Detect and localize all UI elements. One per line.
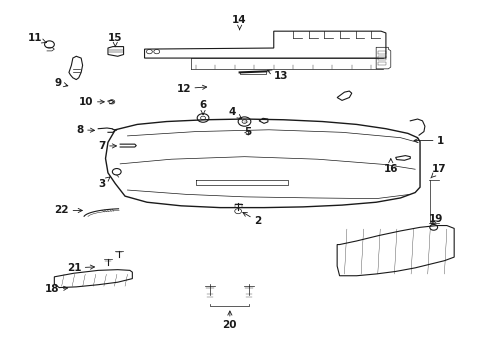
- Text: 20: 20: [222, 311, 237, 330]
- Text: 8: 8: [76, 125, 94, 135]
- Text: 11: 11: [28, 33, 46, 43]
- Text: 1: 1: [413, 136, 444, 145]
- Text: 13: 13: [267, 70, 287, 81]
- Text: 15: 15: [108, 33, 122, 46]
- Text: 16: 16: [383, 159, 397, 174]
- Text: 17: 17: [430, 164, 446, 178]
- Text: 6: 6: [199, 100, 206, 114]
- Text: 21: 21: [66, 263, 94, 273]
- Text: 4: 4: [228, 107, 241, 119]
- Text: 14: 14: [232, 15, 246, 30]
- Text: 22: 22: [54, 206, 82, 216]
- Text: 10: 10: [79, 97, 104, 107]
- Text: 9: 9: [54, 78, 68, 88]
- Text: 7: 7: [98, 141, 116, 151]
- Text: 3: 3: [98, 177, 110, 189]
- Text: 12: 12: [176, 84, 206, 94]
- Text: 18: 18: [44, 284, 67, 294]
- Text: 5: 5: [244, 127, 251, 136]
- Text: 19: 19: [428, 215, 443, 224]
- Text: 2: 2: [243, 212, 261, 226]
